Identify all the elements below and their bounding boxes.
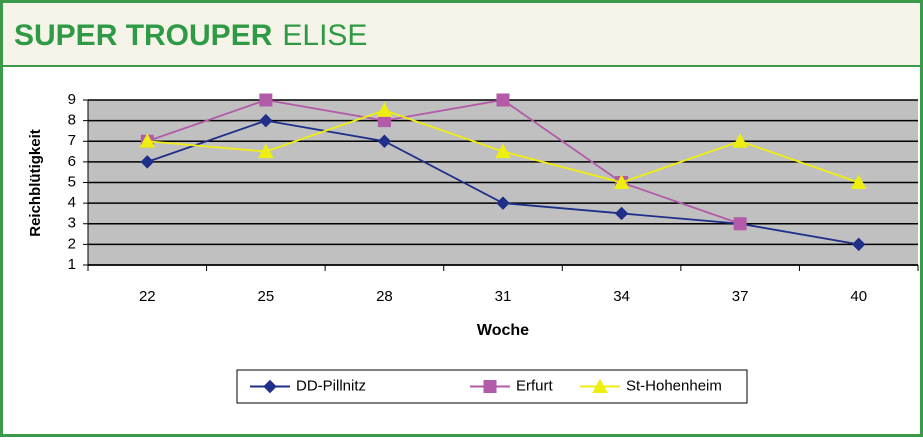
- data-point: [850, 174, 867, 189]
- x-tick-label: 40: [850, 288, 867, 305]
- x-tick-label: 37: [732, 288, 749, 305]
- series-line: [146, 99, 741, 225]
- data-point: [258, 143, 274, 159]
- data-point: [614, 206, 629, 221]
- data-point: [496, 93, 510, 107]
- header-band: [3, 3, 920, 66]
- y-axis-label: Reichblütigkeit: [27, 129, 44, 237]
- data-point: [852, 237, 866, 252]
- y-tick-label: 8: [68, 112, 76, 129]
- y-tick-label: 1: [68, 256, 76, 273]
- x-tick-label: 28: [376, 288, 393, 305]
- data-point: [140, 155, 154, 169]
- x-tick-label: 25: [258, 288, 275, 305]
- legend-marker: [592, 378, 608, 393]
- legend-label: Erfurt: [516, 377, 554, 394]
- x-axis-label: Woche: [477, 322, 529, 339]
- title-light: ELISE: [282, 19, 367, 52]
- x-tick-label: 22: [139, 288, 156, 305]
- y-tick-label: 7: [68, 132, 76, 149]
- data-point: [139, 133, 156, 148]
- data-point: [733, 217, 747, 231]
- data-point: [376, 102, 393, 117]
- data-point: [259, 93, 273, 107]
- data-point: [496, 196, 510, 210]
- data-point: [495, 143, 511, 159]
- legend-marker: [263, 379, 277, 394]
- y-tick-label: 2: [68, 235, 76, 252]
- data-point: [259, 113, 273, 128]
- title-bold: SUPER TROUPER: [14, 19, 273, 52]
- y-tick-label: 5: [68, 173, 76, 190]
- header-title: SUPER TROUPER ELISE: [14, 19, 367, 52]
- legend-label: St-Hohenheim: [626, 377, 722, 394]
- data-point: [613, 174, 630, 189]
- data-point: [732, 133, 748, 148]
- x-tick-label: 34: [613, 288, 630, 305]
- y-tick-label: 6: [68, 153, 76, 170]
- y-tick-label: 4: [68, 194, 76, 211]
- legend-label: DD-Pillnitz: [296, 377, 366, 394]
- data-point: [377, 134, 392, 148]
- legend-marker: [483, 380, 497, 393]
- x-tick-label: 31: [495, 288, 512, 305]
- y-tick-label: 3: [68, 215, 76, 232]
- y-tick-label: 9: [68, 91, 76, 108]
